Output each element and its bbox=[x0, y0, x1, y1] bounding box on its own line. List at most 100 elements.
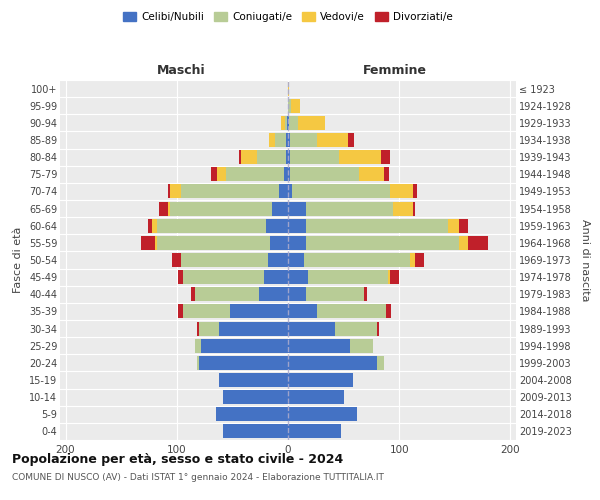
Bar bbox=[181, 253, 268, 267]
Bar bbox=[223, 390, 288, 404]
Bar bbox=[286, 150, 288, 164]
Bar bbox=[219, 322, 288, 336]
Bar bbox=[288, 168, 290, 181]
Bar bbox=[468, 236, 488, 250]
Bar bbox=[197, 356, 199, 370]
Bar bbox=[230, 304, 288, 318]
Bar bbox=[217, 168, 226, 181]
Bar bbox=[241, 150, 257, 164]
Bar bbox=[269, 133, 275, 147]
Bar bbox=[350, 338, 373, 352]
Y-axis label: Anni di nascita: Anni di nascita bbox=[580, 219, 590, 301]
Bar bbox=[178, 270, 184, 284]
Bar bbox=[288, 304, 317, 318]
Bar bbox=[201, 338, 288, 352]
Bar bbox=[415, 253, 424, 267]
Bar bbox=[263, 270, 288, 284]
Bar bbox=[157, 218, 266, 232]
Bar bbox=[386, 304, 391, 318]
Bar bbox=[288, 356, 377, 370]
Bar bbox=[270, 236, 288, 250]
Bar bbox=[308, 270, 388, 284]
Bar bbox=[257, 150, 286, 164]
Y-axis label: Fasce di età: Fasce di età bbox=[13, 227, 23, 293]
Bar bbox=[306, 288, 364, 302]
Bar bbox=[288, 82, 289, 96]
Text: Popolazione per età, sesso e stato civile - 2024: Popolazione per età, sesso e stato civil… bbox=[12, 452, 343, 466]
Bar bbox=[290, 133, 317, 147]
Bar bbox=[181, 184, 279, 198]
Bar bbox=[410, 253, 415, 267]
Bar bbox=[199, 356, 288, 370]
Bar bbox=[157, 236, 270, 250]
Bar bbox=[172, 253, 181, 267]
Bar bbox=[459, 236, 468, 250]
Bar bbox=[317, 133, 348, 147]
Bar bbox=[168, 202, 170, 215]
Bar bbox=[306, 218, 448, 232]
Bar bbox=[392, 202, 413, 215]
Bar bbox=[279, 184, 288, 198]
Bar bbox=[287, 116, 288, 130]
Bar bbox=[306, 202, 392, 215]
Bar bbox=[288, 322, 335, 336]
Bar bbox=[288, 424, 341, 438]
Bar bbox=[178, 304, 184, 318]
Bar bbox=[382, 150, 391, 164]
Bar bbox=[413, 202, 415, 215]
Bar bbox=[211, 168, 217, 181]
Bar bbox=[288, 236, 306, 250]
Bar bbox=[288, 150, 290, 164]
Bar bbox=[288, 98, 292, 112]
Legend: Celibi/Nubili, Coniugati/e, Vedovi/e, Divorziati/e: Celibi/Nubili, Coniugati/e, Vedovi/e, Di… bbox=[119, 8, 457, 26]
Bar bbox=[194, 338, 201, 352]
Bar bbox=[194, 288, 259, 302]
Bar bbox=[266, 218, 288, 232]
Bar bbox=[275, 133, 286, 147]
Bar bbox=[292, 98, 300, 112]
Bar bbox=[239, 150, 241, 164]
Bar bbox=[317, 304, 386, 318]
Bar bbox=[359, 168, 383, 181]
Bar bbox=[335, 322, 377, 336]
Bar bbox=[288, 116, 289, 130]
Bar bbox=[223, 424, 288, 438]
Bar bbox=[288, 184, 292, 198]
Bar bbox=[288, 253, 304, 267]
Bar bbox=[159, 202, 168, 215]
Bar bbox=[304, 253, 410, 267]
Bar bbox=[268, 253, 288, 267]
Bar bbox=[289, 116, 298, 130]
Bar bbox=[191, 288, 194, 302]
Bar bbox=[170, 202, 272, 215]
Bar bbox=[290, 168, 359, 181]
Bar bbox=[306, 236, 459, 250]
Bar bbox=[284, 116, 287, 130]
Bar bbox=[459, 218, 468, 232]
Text: COMUNE DI NUSCO (AV) - Dati ISTAT 1° gennaio 2024 - Elaborazione TUTTITALIA.IT: COMUNE DI NUSCO (AV) - Dati ISTAT 1° gen… bbox=[12, 472, 384, 482]
Bar bbox=[391, 270, 399, 284]
Bar bbox=[298, 116, 325, 130]
Bar bbox=[288, 218, 306, 232]
Bar bbox=[284, 168, 288, 181]
Bar bbox=[259, 288, 288, 302]
Bar bbox=[288, 408, 357, 422]
Bar bbox=[184, 304, 230, 318]
Bar bbox=[216, 408, 288, 422]
Bar bbox=[391, 184, 413, 198]
Bar bbox=[226, 168, 284, 181]
Bar bbox=[197, 322, 199, 336]
Bar bbox=[286, 133, 288, 147]
Bar bbox=[288, 288, 306, 302]
Bar bbox=[348, 133, 353, 147]
Bar bbox=[448, 218, 459, 232]
Bar bbox=[141, 236, 155, 250]
Bar bbox=[152, 218, 157, 232]
Bar bbox=[155, 236, 157, 250]
Bar bbox=[281, 116, 284, 130]
Bar bbox=[388, 270, 391, 284]
Bar bbox=[288, 202, 306, 215]
Bar bbox=[288, 390, 344, 404]
Bar bbox=[184, 270, 263, 284]
Bar bbox=[383, 168, 389, 181]
